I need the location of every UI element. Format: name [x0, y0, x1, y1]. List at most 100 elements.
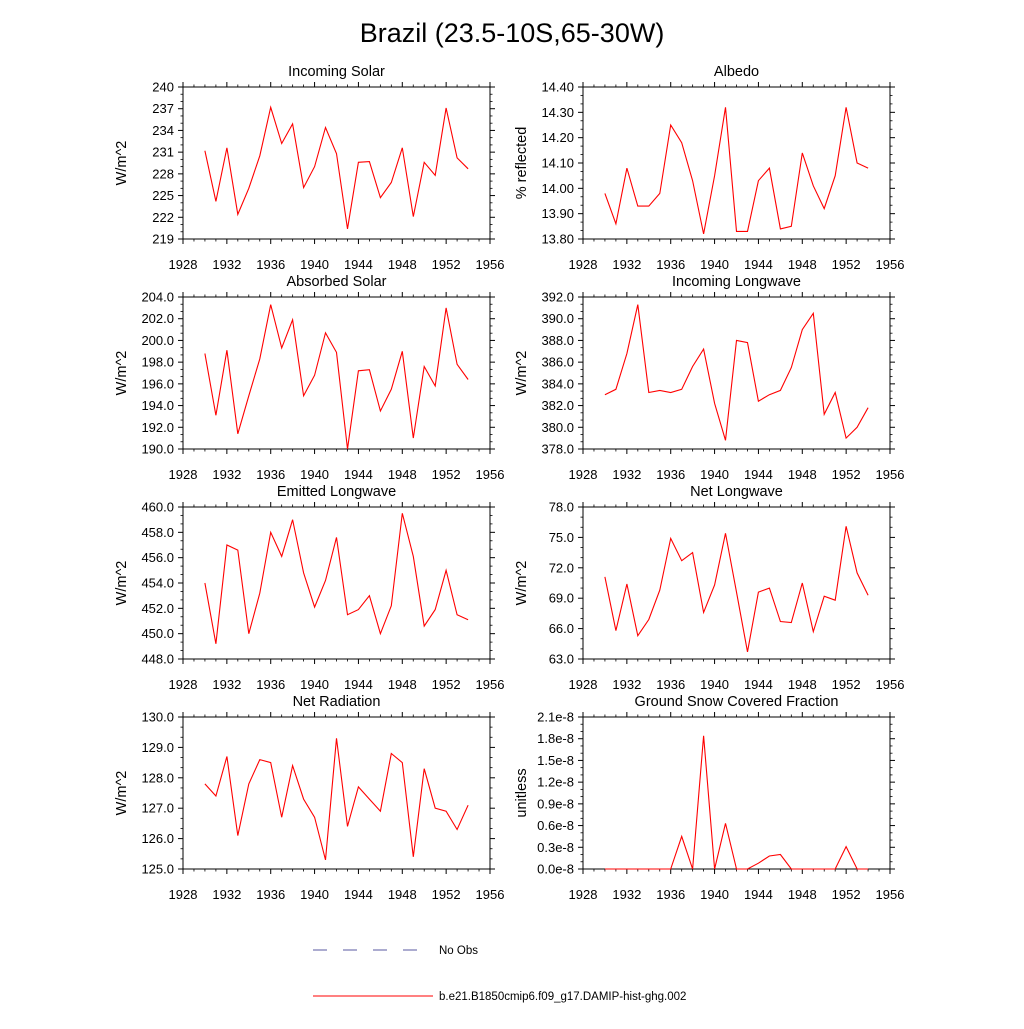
- x-tick-label: 1948: [388, 887, 417, 902]
- x-tick-label: 1936: [256, 677, 285, 692]
- panel-title: Net Radiation: [293, 694, 381, 710]
- y-axis-label: W/m^2: [114, 771, 130, 816]
- y-tick-label: 240: [152, 80, 174, 95]
- plot-frame: [582, 716, 891, 870]
- y-tick-label: 192.0: [141, 420, 174, 435]
- x-tick-label: 1940: [300, 677, 329, 692]
- x-tick-label: 1936: [256, 257, 285, 272]
- y-tick-label: 75.0: [549, 530, 574, 545]
- series-line: [204, 513, 469, 644]
- x-tick-label: 1952: [432, 677, 461, 692]
- y-tick-label: 66.0: [549, 621, 574, 636]
- panel-title: Ground Snow Covered Fraction: [635, 694, 839, 710]
- plot-frame: [582, 296, 891, 450]
- panel-ground-snow-covered-fraction: Ground Snow Covered Fraction unitless 1928…: [514, 694, 904, 902]
- y-tick-label: 14.20: [541, 130, 574, 145]
- y-tick-label: 72.0: [549, 560, 574, 575]
- y-tick-label: 222: [152, 210, 174, 225]
- y-tick-label: 198.0: [141, 355, 174, 370]
- x-tick-label: 1928: [169, 257, 198, 272]
- x-tick-label: 1956: [876, 467, 905, 482]
- panel-emitted-longwave: Emitted Longwave W/m^2 1928 1932 1936 1940 194…: [114, 484, 504, 692]
- y-tick-label: 78.0: [549, 500, 574, 515]
- x-tick-label: 1944: [744, 887, 773, 902]
- x-tick-label: 1944: [344, 257, 373, 272]
- x-tick-label: 1932: [212, 257, 241, 272]
- x-tick-label: 1944: [344, 677, 373, 692]
- y-tick-label: 0.3e-8: [537, 840, 574, 855]
- x-tick-label: 1948: [788, 467, 817, 482]
- y-tick-label: 1.2e-8: [537, 775, 574, 790]
- figure-title: Brazil (23.5-10S,65-30W): [360, 18, 665, 48]
- y-tick-label: 196.0: [141, 376, 174, 391]
- y-axis-label: W/m^2: [514, 351, 530, 396]
- x-tick-label: 1932: [612, 257, 641, 272]
- y-tick-label: 454.0: [141, 576, 174, 591]
- x-tick-label: 1936: [656, 677, 685, 692]
- y-axis-label: W/m^2: [114, 351, 130, 396]
- y-tick-label: 0.0e-8: [537, 862, 574, 877]
- panel-title: Net Longwave: [690, 484, 783, 500]
- x-tick-label: 1932: [212, 677, 241, 692]
- y-tick-label: 125.0: [141, 862, 174, 877]
- x-tick-label: 1948: [788, 257, 817, 272]
- x-tick-label: 1952: [432, 467, 461, 482]
- x-tick-label: 1944: [344, 887, 373, 902]
- x-tick-label: 1936: [656, 467, 685, 482]
- series-line: [204, 105, 469, 229]
- x-tick-label: 1944: [744, 467, 773, 482]
- x-tick-label: 1952: [832, 887, 861, 902]
- y-tick-label: 2.1e-8: [537, 710, 574, 725]
- x-tick-label: 1928: [169, 467, 198, 482]
- x-tick-label: 1944: [744, 257, 773, 272]
- legend-model-label: b.e21.B1850cmip6.f09_g17.DAMIP-hist-ghg.…: [439, 991, 686, 1003]
- y-axis-label: W/m^2: [114, 141, 130, 186]
- x-tick-label: 1928: [569, 467, 598, 482]
- y-axis-label: % reflected: [514, 127, 530, 200]
- x-tick-label: 1952: [432, 257, 461, 272]
- x-tick-label: 1936: [656, 887, 685, 902]
- y-tick-label: 127.0: [141, 801, 174, 816]
- panel-title: Incoming Longwave: [672, 274, 801, 290]
- legend-no-obs-label: No Obs: [439, 945, 478, 957]
- y-tick-label: 14.00: [541, 181, 574, 196]
- y-tick-label: 382.0: [541, 398, 574, 413]
- x-tick-label: 1940: [300, 257, 329, 272]
- x-tick-label: 1944: [744, 677, 773, 692]
- x-tick-label: 1952: [832, 467, 861, 482]
- series-line: [604, 735, 869, 870]
- y-tick-label: 225: [152, 188, 174, 203]
- y-tick-label: 390.0: [541, 311, 574, 326]
- x-tick-label: 1956: [876, 257, 905, 272]
- y-tick-label: 388.0: [541, 333, 574, 348]
- x-tick-label: 1956: [876, 887, 905, 902]
- y-tick-label: 14.40: [541, 80, 574, 95]
- x-tick-label: 1940: [700, 677, 729, 692]
- plot-frame: [582, 506, 891, 660]
- x-tick-label: 1928: [569, 677, 598, 692]
- y-tick-label: 63.0: [549, 652, 574, 667]
- panel-incoming-longwave: Incoming Longwave W/m^2 1928 1932 1936 1940 19…: [514, 274, 904, 482]
- x-tick-label: 1932: [212, 467, 241, 482]
- y-tick-label: 128.0: [141, 770, 174, 785]
- y-tick-label: 69.0: [549, 591, 574, 606]
- x-tick-label: 1948: [788, 677, 817, 692]
- y-tick-label: 378.0: [541, 442, 574, 457]
- y-tick-label: 126.0: [141, 831, 174, 846]
- x-tick-label: 1948: [788, 887, 817, 902]
- x-tick-label: 1944: [344, 467, 373, 482]
- y-tick-label: 460.0: [141, 500, 174, 515]
- x-tick-label: 1940: [700, 887, 729, 902]
- y-tick-label: 13.90: [541, 206, 574, 221]
- series-line: [204, 304, 469, 450]
- y-tick-label: 219: [152, 232, 174, 247]
- series-line: [604, 304, 869, 441]
- x-tick-label: 1928: [569, 257, 598, 272]
- panel-albedo: Albedo % reflected 1928 1932 1936 1940 1944 194…: [514, 64, 904, 272]
- panel-title: Absorbed Solar: [287, 274, 387, 290]
- x-tick-label: 1928: [169, 887, 198, 902]
- y-tick-label: 190.0: [141, 442, 174, 457]
- y-tick-label: 458.0: [141, 525, 174, 540]
